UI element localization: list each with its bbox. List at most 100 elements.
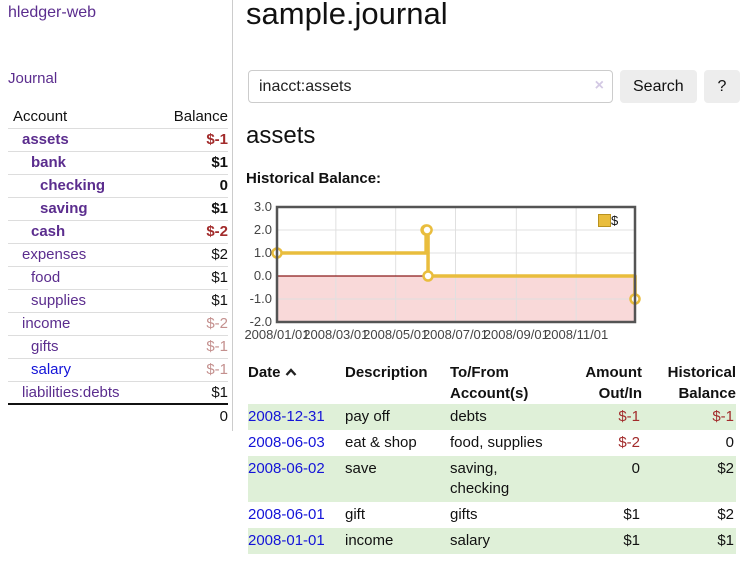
- account-row: gifts $-1: [8, 334, 228, 358]
- legend-label: $: [611, 213, 619, 228]
- search-field-wrap: ×: [248, 70, 613, 103]
- x-axis-tick-label: 2008/07/01: [422, 327, 489, 342]
- search-input[interactable]: [248, 70, 613, 103]
- account-link[interactable]: supplies: [31, 292, 87, 309]
- page-title: sample.journal: [246, 0, 448, 31]
- account-balance: $1: [156, 288, 228, 312]
- transaction-date-link[interactable]: 2008-06-02: [248, 460, 325, 477]
- transaction-balance-cell: 0: [725, 434, 734, 451]
- account-link[interactable]: bank: [31, 154, 67, 171]
- account-link[interactable]: expenses: [22, 246, 87, 263]
- account-row: food $1: [8, 265, 228, 289]
- account-row: expenses $2: [8, 242, 228, 266]
- transaction-accounts-cell: debts: [450, 408, 487, 425]
- data-point-marker: [421, 224, 433, 236]
- account-link[interactable]: salary: [31, 361, 72, 378]
- account-link[interactable]: gifts: [31, 338, 59, 355]
- clear-search-icon[interactable]: ×: [594, 77, 604, 94]
- sort-asc-icon: [285, 368, 296, 376]
- accounts-header-row: Account Balance: [8, 106, 228, 128]
- account-balance: $1: [156, 265, 228, 289]
- account-balance: $-2: [156, 311, 228, 335]
- transaction-date-cell: 2008-06-02: [248, 456, 345, 502]
- transaction-balance-cell: $2: [717, 460, 734, 477]
- transaction-accounts-cell: saving, checking: [450, 460, 510, 497]
- account-link[interactable]: saving: [40, 200, 88, 217]
- plot-border: [275, 205, 637, 324]
- transaction-amount-cell: $1: [623, 506, 640, 523]
- transaction-accounts-cell: food, supplies: [450, 434, 543, 451]
- accounts-total-spacer: [8, 403, 157, 427]
- register-col-amount: Amount Out/In: [557, 362, 642, 404]
- transaction-date-link[interactable]: 2008-12-31: [248, 408, 325, 425]
- search-button[interactable]: Search: [620, 70, 697, 103]
- account-balance: $1: [156, 150, 228, 174]
- account-row: saving $1: [8, 196, 228, 220]
- transaction-date-cell: 2008-06-01: [248, 502, 345, 528]
- account-row: cash $-2: [8, 219, 228, 243]
- register-row: 2008-01-01 income salary $1 $1: [248, 528, 736, 554]
- chart-plot-area: [271, 205, 641, 324]
- register-col-description: Description: [345, 362, 450, 404]
- y-axis-tick-label: 3.0: [253, 199, 272, 214]
- account-balance: 0: [156, 173, 228, 197]
- transaction-amount-cell: $-2: [618, 434, 640, 451]
- transaction-balance-cell: $-1: [712, 408, 734, 425]
- nav-journal-link[interactable]: Journal: [8, 70, 58, 87]
- y-axis-tick-label: 1.0: [253, 245, 272, 260]
- register-row: 2008-12-31 pay off debts $-1 $-1: [248, 404, 736, 430]
- register-row: 2008-06-03 eat & shop food, supplies $-2 0: [248, 430, 736, 456]
- y-axis-tick-label: -1.0: [249, 291, 272, 306]
- transaction-date-link[interactable]: 2008-06-03: [248, 434, 325, 451]
- historical-balance-chart[interactable]: $ 3.0 2.0 1.0 0.0 -1.0 -2.0 2008/01/01 2008/03/…: [244, 199, 737, 345]
- account-row: supplies $1: [8, 288, 228, 312]
- transaction-description-cell: eat & shop: [345, 434, 417, 451]
- account-row: liabilities:debts $1: [8, 380, 228, 404]
- account-link[interactable]: income: [22, 315, 71, 332]
- register-row: 2008-06-01 gift gifts $1 $2: [248, 502, 736, 528]
- transaction-description-cell: income: [345, 532, 394, 549]
- register-header-row: Date Description To/From Account(s) Amou…: [248, 362, 736, 404]
- transaction-balance-cell: $1: [717, 532, 734, 549]
- accounts-total-row: 0: [8, 403, 228, 427]
- help-button[interactable]: ?: [704, 70, 740, 103]
- transaction-date-link[interactable]: 2008-01-01: [248, 532, 325, 549]
- account-link[interactable]: food: [31, 269, 61, 286]
- chart-legend: $: [596, 212, 621, 229]
- x-axis-tick-label: 2008/03/01: [303, 327, 369, 342]
- register-col-date[interactable]: Date: [248, 362, 345, 404]
- account-row: salary $-1: [8, 357, 228, 381]
- transaction-description-cell: save: [345, 460, 377, 477]
- account-balance: $2: [156, 242, 228, 266]
- app-title[interactable]: hledger-web: [8, 4, 97, 21]
- account-link[interactable]: cash: [31, 223, 66, 240]
- account-balance: $1: [156, 380, 228, 404]
- sidebar-divider: [232, 0, 233, 431]
- account-link[interactable]: checking: [40, 177, 106, 194]
- account-row: assets $-1: [8, 127, 228, 151]
- account-balance: $-2: [156, 219, 228, 243]
- account-row: checking 0: [8, 173, 228, 197]
- account-link[interactable]: liabilities:debts: [22, 383, 120, 401]
- transaction-date-link[interactable]: 2008-06-01: [248, 506, 325, 523]
- accounts-table: Account Balance assets $-1 bank $1 checking 0…: [8, 106, 228, 427]
- register-col-tofrom: To/From Account(s): [450, 362, 557, 404]
- transaction-description-cell: pay off: [345, 408, 390, 425]
- accounts-col-balance: Balance: [173, 108, 228, 126]
- transaction-balance-cell: $2: [717, 506, 734, 523]
- register-col-balance: Historical Balance: [642, 362, 736, 404]
- account-link[interactable]: assets: [22, 131, 69, 148]
- x-axis-tick-label: 2008/09/01: [483, 327, 549, 342]
- transaction-accounts-cell: salary: [450, 532, 491, 549]
- chart-heading: Historical Balance:: [246, 170, 382, 187]
- y-axis-tick-label: 2.0: [253, 222, 272, 237]
- transaction-amount-cell: 0: [631, 460, 640, 477]
- data-point-marker: [422, 270, 434, 282]
- transaction-accounts-cell: gifts: [450, 506, 478, 523]
- account-balance: $1: [156, 196, 228, 220]
- legend-swatch-icon: [598, 214, 611, 227]
- x-axis-tick-label: 2008/11/01: [544, 327, 609, 342]
- transaction-amount-cell: $-1: [618, 408, 640, 425]
- account-balance: $-1: [156, 127, 228, 151]
- y-axis-tick-label: -2.0: [249, 314, 272, 329]
